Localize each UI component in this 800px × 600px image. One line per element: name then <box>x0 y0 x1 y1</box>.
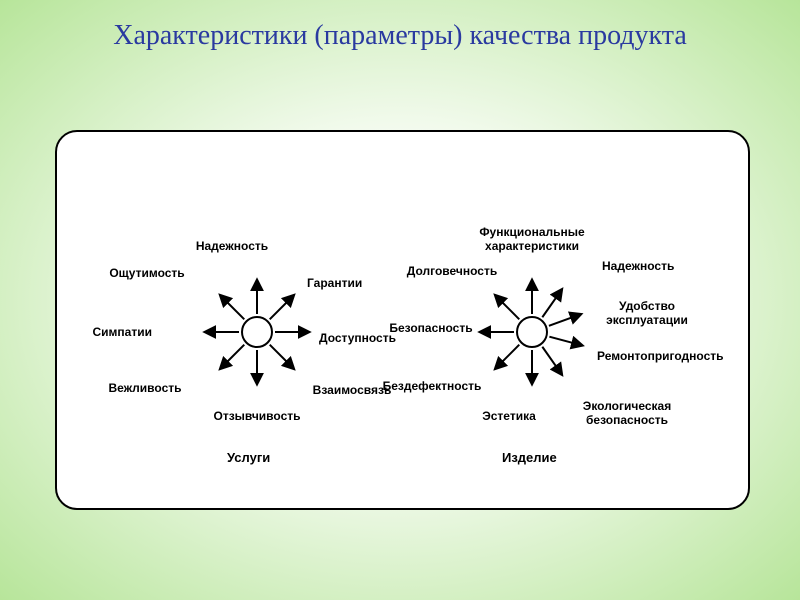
spoke-label: Симпатии <box>93 325 152 339</box>
spoke-label: Надежность <box>602 259 674 273</box>
spoke-label: Долговечность <box>407 264 497 278</box>
spoke-label: Функциональныехарактеристики <box>479 225 585 253</box>
hub-circle <box>517 317 547 347</box>
spoke-arrow <box>542 289 562 317</box>
diagram-svg: Надежность Ощутимость Симпатии Вежливость От… <box>57 132 752 512</box>
spoke-label: Эстетика <box>482 409 536 423</box>
spoke-label: Ощутимость <box>109 266 184 280</box>
page-title: Характеристики (параметры) качества прод… <box>0 18 800 53</box>
spoke-arrow <box>542 347 562 375</box>
sun-product: Функциональныехарактеристики Долговечност… <box>383 225 724 465</box>
spoke-label: Вежливость <box>108 381 181 395</box>
spoke-label: Бездефектность <box>383 379 482 393</box>
diagram-figure: Надежность Ощутимость Симпатии Вежливость От… <box>55 130 750 510</box>
spoke-label: Гарантии <box>307 276 362 290</box>
spoke-label: Отзывчивость <box>213 409 300 423</box>
spoke-label: Ремонтопригодность <box>597 349 724 363</box>
spoke-label: Взаимосвязь <box>313 383 392 397</box>
spoke-arrow <box>270 295 294 319</box>
spoke-label: Экологическаябезопасность <box>583 399 671 427</box>
spoke-arrow <box>549 337 582 346</box>
spoke-arrow <box>495 345 519 369</box>
spoke-arrow <box>220 345 244 369</box>
slide: Характеристики (параметры) качества прод… <box>0 0 800 600</box>
spoke-label: Удобствоэксплуатации <box>606 299 688 327</box>
sun-caption-product: Изделие <box>502 450 557 465</box>
spoke-arrow <box>495 295 519 319</box>
spoke-label: Доступность <box>319 331 396 345</box>
hub-circle <box>242 317 272 347</box>
sun-caption-services: Услуги <box>227 450 270 465</box>
spoke-arrow <box>549 314 581 326</box>
spoke-arrow <box>270 345 294 369</box>
sun-services: Надежность Ощутимость Симпатии Вежливость От… <box>93 239 396 465</box>
spoke-arrow <box>220 295 244 319</box>
spoke-label: Надежность <box>196 239 268 253</box>
spoke-label: Безопасность <box>389 321 472 335</box>
